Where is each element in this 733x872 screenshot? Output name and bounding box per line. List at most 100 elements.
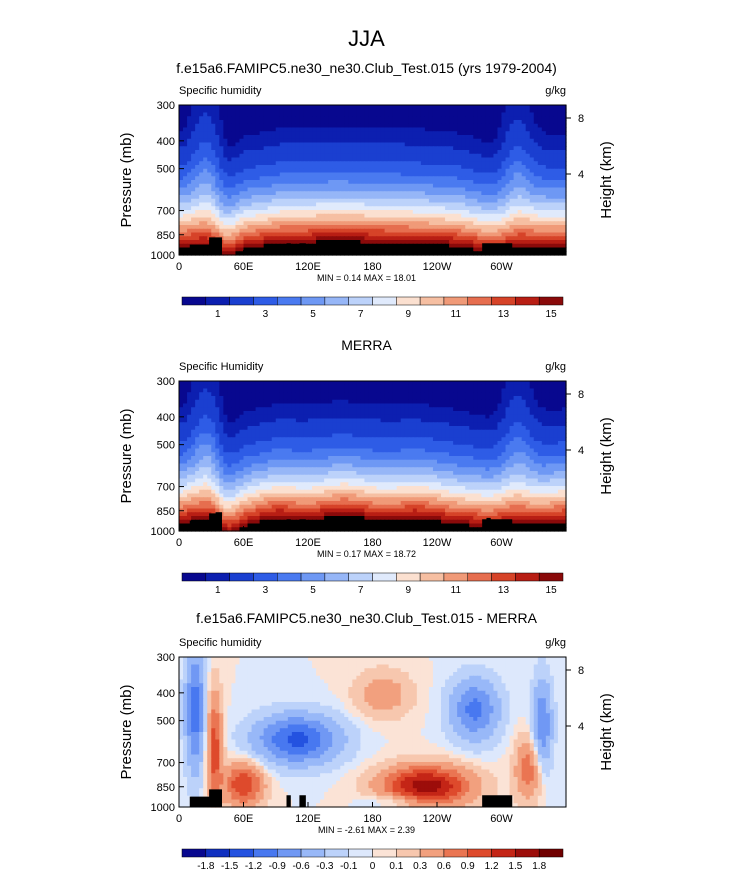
field-cell [187,384,192,390]
field-cell [340,251,345,256]
field-cell [380,161,386,166]
field-cell [287,225,293,230]
field-cell [557,210,563,215]
field-cell [557,251,563,256]
field-cell [179,187,184,192]
field-cell [465,418,470,423]
field-cell [537,176,543,181]
field-cell [279,392,285,397]
field-cell [545,176,551,181]
field-cell [412,123,418,129]
field-cell [392,225,398,230]
field-cell [493,112,499,117]
field-cell [489,176,495,181]
field-cell [388,142,394,147]
field-cell [420,381,426,386]
field-cell [392,221,398,226]
field-cell [336,232,341,237]
field-cell [485,161,491,166]
field-cell [457,131,462,136]
field-cell [259,165,265,170]
field-cell [469,131,474,136]
field-cell [308,135,313,140]
field-cell [376,198,382,204]
field-cell [263,191,269,196]
field-cell [485,414,491,420]
field-cell [235,399,241,405]
field-cell [336,116,341,121]
field-cell [525,135,531,140]
field-cell [449,153,454,159]
field-cell [501,388,507,393]
field-cell [525,195,531,200]
field-cell [312,228,317,234]
field-cell [517,198,523,204]
field-cell [312,138,317,144]
field-cell [392,210,398,215]
field-cell [255,146,261,151]
field-cell [477,407,482,412]
field-cell [263,411,269,416]
field-cell [340,198,345,204]
field-cell [420,251,426,256]
field-cell [275,414,281,420]
field-cell [561,112,567,117]
field-cell [553,217,559,222]
field-cell [537,135,543,140]
field-cell [489,232,495,237]
field-cell [437,195,442,200]
field-cell [295,108,301,114]
field-cell [396,236,402,241]
field-cell [259,388,265,393]
field-cell [396,403,402,408]
field-cell [416,120,422,125]
field-cell [348,142,353,147]
field-cell [312,157,317,162]
field-cell [191,411,196,416]
field-cell [453,157,458,162]
field-cell [553,176,559,181]
field-cell [420,165,426,170]
field-cell [239,198,245,204]
field-cell [380,198,386,204]
field-cell [316,157,321,162]
field-cell [191,414,196,420]
field-cell [469,135,474,140]
field-cell [437,157,442,162]
field-cell [376,187,382,192]
field-cell [489,153,495,159]
field-cell [235,202,241,207]
field-cell [356,247,362,252]
field-cell [283,388,289,393]
field-cell [328,187,333,192]
field-cell [477,135,482,140]
y-tick-label: 850 [157,230,175,242]
field-cell [227,183,233,189]
field-cell [263,232,269,237]
field-cell [553,414,559,420]
field-cell [529,198,535,204]
field-cell [465,153,470,159]
field-cell [287,157,293,162]
field-cell [251,146,257,151]
field-cell [328,210,333,215]
field-cell [287,240,293,245]
field-cell [553,210,559,215]
field-cell [432,123,438,129]
field-cell [408,206,414,211]
field-cell [251,243,257,249]
field-cell [400,399,406,405]
field-cell [336,187,341,192]
field-cell [312,172,317,177]
field-cell [324,202,329,207]
field-cell [453,399,458,405]
field-cell [561,108,567,114]
field-cell [420,396,426,401]
field-cell [424,123,430,129]
field-cell [243,120,249,125]
field-cell [336,202,341,207]
field-cell [424,138,430,144]
field-cell [428,210,434,215]
field-cell [541,418,547,423]
field-cell [203,135,208,140]
